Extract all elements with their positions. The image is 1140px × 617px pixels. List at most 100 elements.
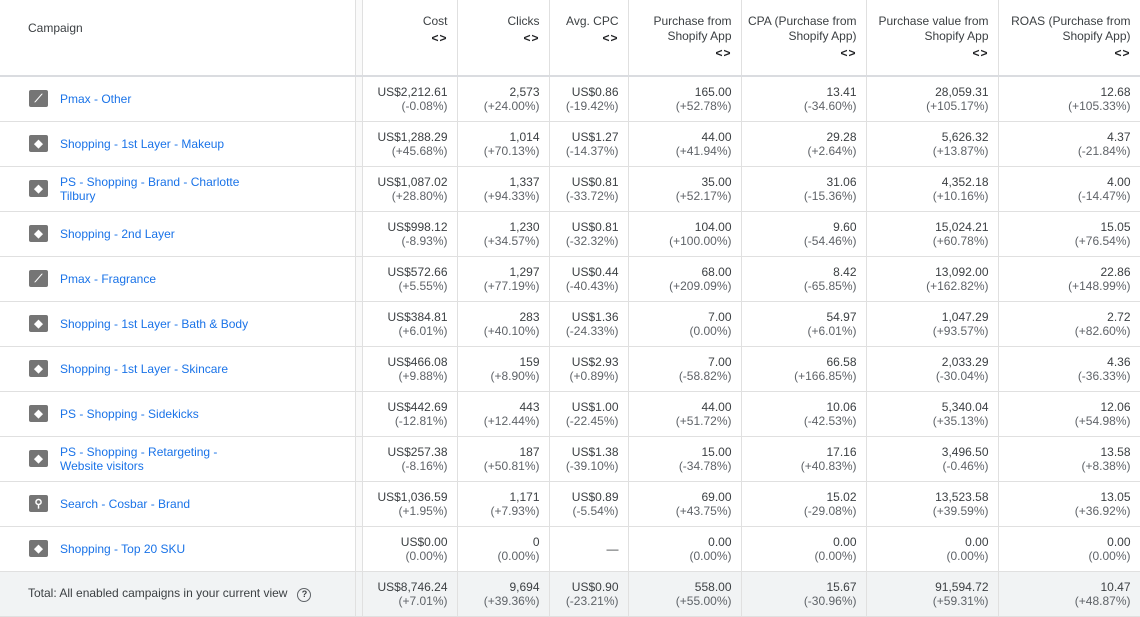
metric-change: (+39.36%)	[483, 593, 540, 608]
metric-change: (-42.53%)	[803, 413, 857, 428]
metric-value: US$1.36	[571, 309, 619, 324]
cell-purchases: 68.00 (+209.09%)	[628, 256, 742, 302]
sort-arrows-icon[interactable]: <>	[523, 31, 540, 45]
metric-change: (+34.57%)	[483, 233, 540, 248]
sort-arrows-icon[interactable]: <>	[972, 46, 989, 60]
metric-change: (+162.82%)	[926, 278, 989, 293]
column-header-clicks[interactable]: Clicks <>	[457, 0, 550, 77]
campaign-cell: ◆ PS - Shopping - Retargeting - Website v…	[0, 436, 356, 482]
shopping-tag-icon: ◆	[29, 540, 48, 557]
table-row: ⟋ Pmax - Fragrance US$572.66 (+5.55%) 1,297(…	[0, 256, 1140, 302]
metric-value: 35.00	[701, 174, 732, 189]
column-divider[interactable]	[354, 0, 363, 77]
metric-change: (+0.89%)	[569, 368, 619, 383]
campaign-link[interactable]: PS - Shopping - Retargeting - Website vi…	[60, 444, 218, 473]
total-label: Total: All enabled campaigns in your cur…	[28, 585, 288, 600]
column-header-campaign[interactable]: Campaign	[0, 0, 356, 77]
cell-purchase-value: 13,523.58 (+39.59%)	[866, 481, 999, 527]
table-row: ◆ Shopping - 1st Layer - Bath & Body US$38…	[0, 301, 1140, 347]
metric-change: (-34.60%)	[803, 98, 857, 113]
metric-change: (+10.16%)	[932, 188, 989, 203]
metric-change: (+43.75%)	[675, 503, 732, 518]
cell-purchases: 0.00 (0.00%)	[628, 526, 742, 572]
sort-arrows-icon[interactable]: <>	[602, 31, 619, 45]
sort-arrows-icon[interactable]: <>	[840, 46, 857, 60]
metric-change: (+148.99%)	[1068, 278, 1131, 293]
column-header-cost[interactable]: Cost <>	[362, 0, 458, 77]
sort-arrows-icon[interactable]: <>	[431, 31, 448, 45]
column-header-purchases[interactable]: Purchase from Shopify App <>	[628, 0, 742, 77]
metric-value: US$572.66	[387, 264, 448, 279]
sort-arrows-icon[interactable]: <>	[1114, 46, 1131, 60]
column-header-roas[interactable]: ROAS (Purchase from Shopify App) <>	[998, 0, 1140, 77]
cell-purchases: 44.00 (+51.72%)	[628, 391, 742, 437]
cell-cpa: 66.58 (+166.85%)	[741, 346, 867, 392]
campaign-cell: ◆ PS - Shopping - Brand - Charlotte Tilbu…	[0, 166, 356, 212]
campaign-link[interactable]: Shopping - 1st Layer - Bath & Body	[60, 316, 249, 331]
column-header-cpa[interactable]: CPA (Purchase from Shopify App) <>	[741, 0, 867, 77]
metric-value: US$998.12	[387, 219, 448, 234]
pmax-icon: ⟋	[29, 90, 48, 108]
sort-arrows-icon[interactable]: <>	[715, 46, 732, 60]
cell-cost: US$257.38 (-8.16%)	[362, 436, 458, 482]
column-header-purchase-value[interactable]: Purchase value from Shopify App <>	[866, 0, 999, 77]
metric-value: 10.47	[1100, 579, 1131, 594]
campaign-link[interactable]: Shopping - 2nd Layer	[60, 226, 175, 241]
metric-value: 13.58	[1100, 444, 1131, 459]
metric-value: 1,230	[509, 219, 540, 234]
metric-change: (-14.47%)	[1077, 188, 1131, 203]
metric-change: (-65.85%)	[803, 278, 857, 293]
campaign-link[interactable]: Shopping - Top 20 SKU	[60, 541, 186, 556]
cell-cpa: 0.00 (0.00%)	[741, 526, 867, 572]
campaign-link[interactable]: Search - Cosbar - Brand	[60, 496, 191, 511]
metric-change: (-0.46%)	[942, 458, 989, 473]
search-icon: ⚲	[29, 495, 48, 512]
column-divider	[354, 481, 363, 527]
metric-value: 15.02	[826, 489, 857, 504]
campaign-link[interactable]: PS - Shopping - Sidekicks	[60, 406, 199, 421]
cell-roas: 4.00 (-14.47%)	[998, 166, 1140, 212]
cell-cpa: 54.97 (+6.01%)	[741, 301, 867, 347]
cell-avg-cpc: US$0.90 (-23.21%)	[549, 571, 629, 617]
metric-value: 66.58	[826, 354, 857, 369]
cell-purchase-value: 2,033.29 (-30.04%)	[866, 346, 999, 392]
metric-change: (-5.54%)	[572, 503, 619, 518]
cell-roas: 13.58 (+8.38%)	[998, 436, 1140, 482]
campaign-cell: ⟋ Pmax - Fragrance	[0, 256, 356, 302]
column-divider	[354, 391, 363, 437]
cell-avg-cpc: US$0.81 (-32.32%)	[549, 211, 629, 257]
metric-change: (+105.17%)	[926, 98, 989, 113]
metric-change: (-15.36%)	[803, 188, 857, 203]
cell-purchases: 104.00 (+100.00%)	[628, 211, 742, 257]
metric-change: (-0.08%)	[401, 98, 448, 113]
metric-change: (+50.81%)	[483, 458, 540, 473]
metric-change: (-36.33%)	[1077, 368, 1131, 383]
metric-change: (-8.93%)	[401, 233, 448, 248]
campaign-link[interactable]: Pmax - Fragrance	[60, 271, 157, 286]
header-label: Campaign	[28, 21, 83, 35]
metric-change: (-8.16%)	[401, 458, 448, 473]
metric-value: US$2,212.61	[377, 84, 448, 99]
metric-value: US$0.81	[571, 219, 619, 234]
cell-cpa: 8.42 (-65.85%)	[741, 256, 867, 302]
campaign-link[interactable]: Shopping - 1st Layer - Makeup	[60, 136, 225, 151]
campaign-link[interactable]: Shopping - 1st Layer - Skincare	[60, 361, 229, 376]
campaign-link[interactable]: PS - Shopping - Brand - Charlotte Tilbur…	[60, 174, 240, 203]
cell-avg-cpc: US$0.86 (-19.42%)	[549, 76, 629, 122]
metric-change: (+36.92%)	[1074, 503, 1131, 518]
cell-avg-cpc: US$2.93 (+0.89%)	[549, 346, 629, 392]
table-row: ◆ PS - Shopping - Retargeting - Website v…	[0, 436, 1140, 482]
metric-value: 9,694	[509, 579, 540, 594]
metric-value: 91,594.72	[935, 579, 989, 594]
metric-value: US$1,087.02	[377, 174, 448, 189]
metric-value: 4.36	[1107, 354, 1131, 369]
metric-value: US$1,036.59	[377, 489, 448, 504]
header-label: Purchase value from Shopify App	[878, 14, 989, 43]
cell-clicks: 0 (0.00%)	[457, 526, 550, 572]
metric-value: US$8,746.24	[377, 579, 448, 594]
metric-change: (+28.80%)	[391, 188, 448, 203]
help-icon[interactable]: ?	[297, 587, 312, 602]
column-divider	[354, 301, 363, 347]
column-header-avg-cpc[interactable]: Avg. CPC <>	[549, 0, 629, 77]
campaign-link[interactable]: Pmax - Other	[60, 91, 132, 106]
